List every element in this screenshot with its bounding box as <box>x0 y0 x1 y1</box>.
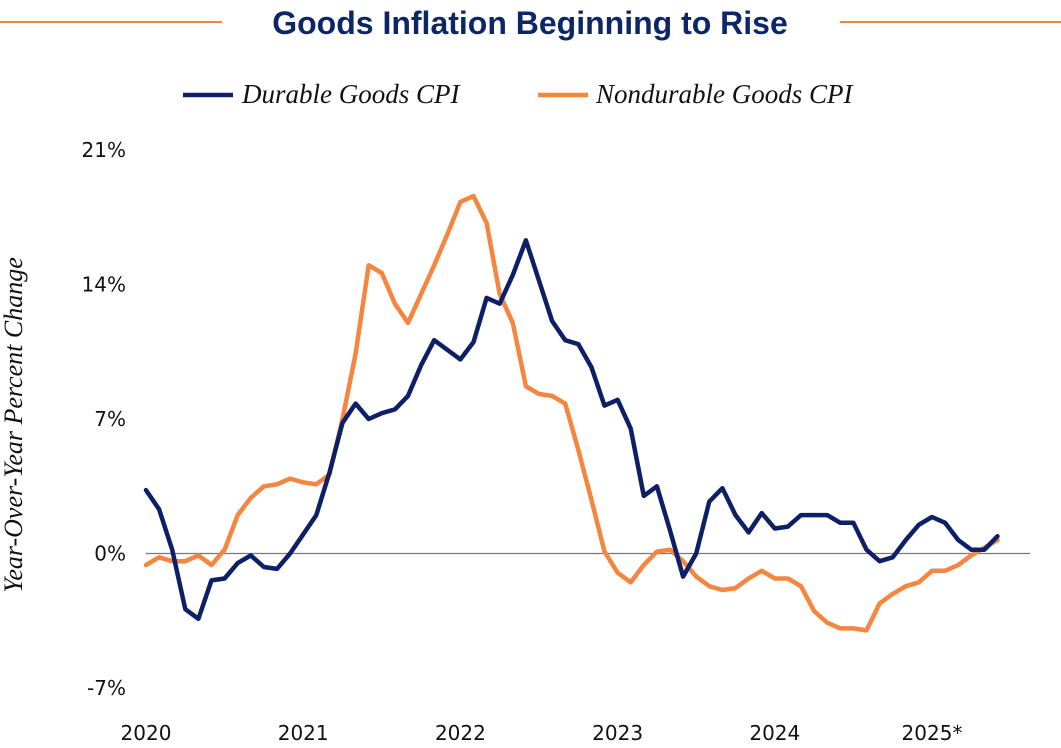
legend-item-nondurable: Nondurable Goods CPI <box>538 79 855 109</box>
legend: Durable Goods CPI Nondurable Goods CPI <box>183 79 855 109</box>
y-tick-labels: 21% 14% 7% 0% -7% <box>82 138 126 700</box>
legend-item-durable: Durable Goods CPI <box>183 79 461 109</box>
series-line-nondurable <box>143 193 1000 633</box>
series-line-durable <box>143 238 1000 622</box>
y-tick-label: 21% <box>82 138 126 162</box>
y-tick-label: 7% <box>94 407 126 431</box>
x-tick-labels: 2020 2021 2022 2023 2024 2025* <box>121 721 963 745</box>
x-tick-label: 2022 <box>435 721 486 745</box>
y-tick-label: 14% <box>82 273 126 297</box>
legend-label-durable: Durable Goods CPI <box>241 79 461 109</box>
x-tick-label: 2025* <box>902 721 963 745</box>
legend-label-nondurable: Nondurable Goods CPI <box>595 79 855 109</box>
x-tick-label: 2024 <box>749 721 800 745</box>
x-tick-label: 2020 <box>121 721 172 745</box>
y-axis-label: Year-Over-Year Percent Change <box>0 257 28 592</box>
y-tick-label: -7% <box>87 676 126 700</box>
x-tick-label: 2021 <box>278 721 329 745</box>
x-tick-label: 2023 <box>592 721 643 745</box>
y-tick-label: 0% <box>94 542 126 566</box>
chart-title: Goods Inflation Beginning to Rise <box>272 5 788 41</box>
series-lines <box>143 193 1000 633</box>
